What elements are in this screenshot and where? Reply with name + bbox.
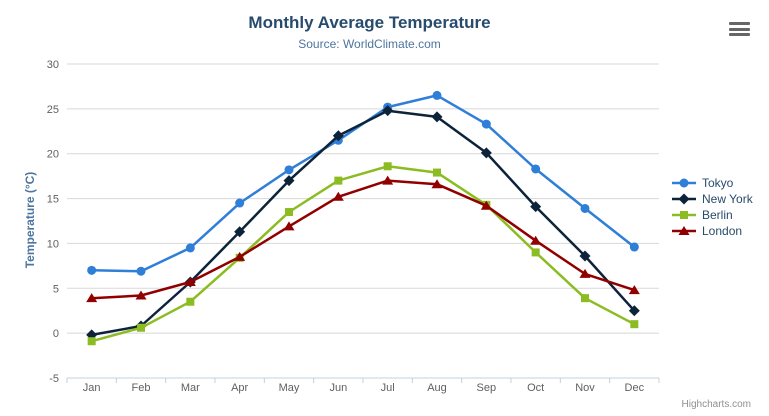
point-new-york-nov[interactable] bbox=[579, 250, 591, 262]
point-london-aug[interactable] bbox=[431, 179, 443, 189]
point-new-york-aug[interactable] bbox=[431, 111, 443, 123]
point-new-york-jun[interactable] bbox=[332, 130, 344, 142]
series-line-new-york[interactable] bbox=[90, 109, 636, 337]
point-berlin-aug[interactable] bbox=[433, 168, 441, 177]
x-tick-label-mar: Mar bbox=[181, 382, 200, 394]
x-tick-label-aug: Aug bbox=[427, 382, 447, 394]
x-tick-label-jan: Jan bbox=[83, 382, 101, 394]
legend-marker-circle-icon bbox=[672, 178, 696, 188]
point-london-jul[interactable] bbox=[382, 175, 394, 185]
point-tokyo-dec[interactable] bbox=[629, 242, 639, 252]
hamburger-icon bbox=[729, 27, 750, 31]
point-tokyo-sep[interactable] bbox=[481, 119, 491, 129]
point-berlin-jul[interactable] bbox=[383, 162, 392, 171]
point-london-jan[interactable] bbox=[86, 293, 98, 303]
legend-item-new-york[interactable]: New York bbox=[671, 192, 753, 206]
x-tick-label-apr: Apr bbox=[231, 382, 248, 394]
point-berlin-jun[interactable] bbox=[334, 176, 343, 185]
y-axis-title: Temperature (°C) bbox=[23, 171, 37, 269]
x-tick-label-may: May bbox=[279, 382, 300, 394]
hamburger-icon bbox=[729, 22, 750, 25]
point-berlin-mar[interactable] bbox=[186, 297, 195, 306]
series-line-tokyo[interactable] bbox=[90, 94, 636, 273]
y-tick-label: 10 bbox=[47, 238, 59, 250]
point-london-sep[interactable] bbox=[480, 200, 492, 210]
point-london-nov[interactable] bbox=[579, 268, 591, 278]
x-tick-label-dec: Dec bbox=[625, 382, 645, 394]
point-berlin-oct[interactable] bbox=[531, 248, 540, 257]
point-london-may[interactable] bbox=[283, 221, 295, 231]
legend-item-london[interactable]: London bbox=[671, 224, 753, 238]
x-tick-label-nov: Nov bbox=[575, 382, 595, 394]
y-tick-label: 15 bbox=[47, 194, 59, 206]
legend-marker-triangle-icon bbox=[672, 226, 696, 235]
point-new-york-oct[interactable] bbox=[530, 201, 542, 213]
chart-subtitle: Source: WorldClimate.com bbox=[298, 37, 441, 51]
point-london-apr[interactable] bbox=[234, 251, 246, 261]
point-tokyo-oct[interactable] bbox=[531, 164, 541, 174]
point-london-oct[interactable] bbox=[530, 235, 542, 245]
x-tick-label-feb: Feb bbox=[132, 382, 151, 394]
legend-item-tokyo[interactable]: Tokyo bbox=[671, 176, 753, 190]
chart-title: Monthly Average Temperature bbox=[248, 13, 491, 32]
series-line-london[interactable] bbox=[90, 179, 636, 300]
legend-marker-square-icon bbox=[672, 211, 696, 219]
legend-label-london: London bbox=[702, 224, 743, 238]
point-tokyo-nov[interactable] bbox=[580, 203, 590, 213]
y-tick-label: 20 bbox=[47, 149, 59, 161]
y-tick-label: 30 bbox=[47, 59, 59, 71]
point-tokyo-apr[interactable] bbox=[235, 198, 245, 208]
point-berlin-may[interactable] bbox=[285, 208, 293, 217]
point-berlin-dec[interactable] bbox=[630, 320, 639, 329]
legend-label-tokyo: Tokyo bbox=[702, 176, 734, 190]
hamburger-icon bbox=[729, 33, 750, 36]
point-tokyo-aug[interactable] bbox=[432, 90, 442, 100]
legend-label-berlin: Berlin bbox=[702, 208, 733, 222]
y-tick-label: -5 bbox=[49, 373, 59, 385]
legend-marker-diamond-icon bbox=[672, 193, 696, 205]
point-new-york-apr[interactable] bbox=[234, 226, 246, 238]
x-tick-label-oct: Oct bbox=[527, 382, 544, 394]
point-london-feb[interactable] bbox=[135, 290, 147, 300]
x-tick-label-jun: Jun bbox=[329, 382, 347, 394]
point-london-mar[interactable] bbox=[184, 277, 196, 287]
point-new-york-jul[interactable] bbox=[382, 105, 394, 117]
point-berlin-feb[interactable] bbox=[137, 323, 145, 332]
y-tick-label: 25 bbox=[47, 104, 59, 116]
point-tokyo-feb[interactable] bbox=[136, 266, 146, 276]
legend: Tokyo New York Berlin London bbox=[671, 176, 753, 238]
x-tick-label-sep: Sep bbox=[477, 382, 497, 394]
point-new-york-may[interactable] bbox=[283, 175, 295, 187]
point-london-dec[interactable] bbox=[628, 285, 640, 295]
legend-label-new-york: New York bbox=[702, 192, 753, 206]
credits-link[interactable]: Highcharts.com bbox=[681, 399, 751, 410]
legend-item-berlin[interactable]: Berlin bbox=[671, 208, 753, 222]
point-london-jun[interactable] bbox=[332, 191, 344, 201]
series-line-berlin[interactable] bbox=[90, 165, 636, 343]
point-new-york-sep[interactable] bbox=[480, 147, 492, 159]
y-tick-label: 0 bbox=[53, 328, 59, 340]
context-menu-button[interactable] bbox=[729, 22, 750, 36]
point-tokyo-jan[interactable] bbox=[87, 265, 97, 275]
point-berlin-nov[interactable] bbox=[581, 294, 589, 303]
y-tick-label: 5 bbox=[53, 283, 59, 295]
point-berlin-jan[interactable] bbox=[87, 337, 96, 346]
point-tokyo-mar[interactable] bbox=[185, 243, 195, 253]
point-tokyo-may[interactable] bbox=[284, 165, 294, 175]
x-tick-label-jul: Jul bbox=[381, 382, 395, 394]
point-new-york-dec[interactable] bbox=[628, 305, 640, 317]
